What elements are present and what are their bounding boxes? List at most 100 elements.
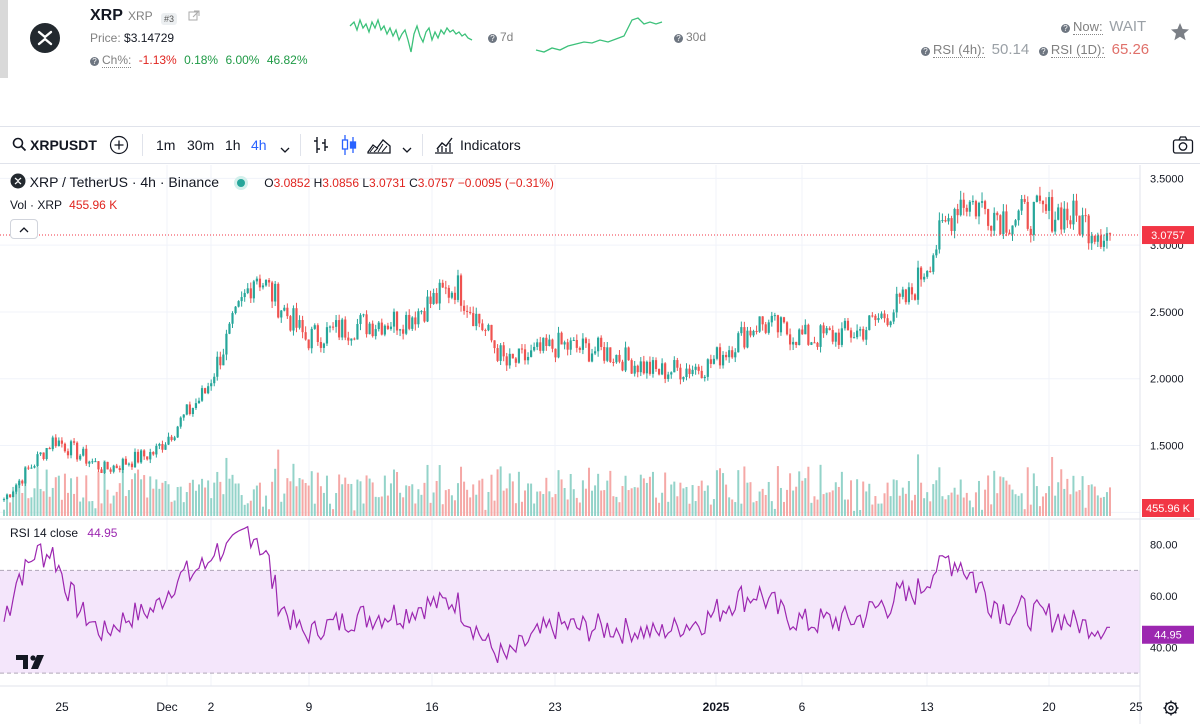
rsi-summary: ? RSI (4h): 50.14 ? RSI (1D): 65.26 bbox=[921, 41, 1149, 58]
price-line: Price: $3.14729 bbox=[90, 31, 174, 45]
volume-bar bbox=[365, 475, 368, 516]
volume-bar bbox=[481, 478, 484, 516]
time-tick-label: 2025 bbox=[703, 700, 730, 714]
volume-bar bbox=[728, 497, 731, 516]
interval-1m[interactable]: 1m bbox=[156, 137, 176, 153]
candle-body bbox=[578, 347, 581, 350]
candle-body bbox=[752, 330, 755, 336]
volume-bar bbox=[618, 502, 621, 516]
volume-bar bbox=[350, 483, 353, 516]
spark-7d-label: ? 7d bbox=[488, 30, 513, 44]
volume-bar bbox=[496, 469, 499, 516]
external-link-icon[interactable] bbox=[188, 9, 200, 27]
candle-body bbox=[624, 347, 627, 371]
volume-bar bbox=[66, 492, 69, 516]
volume-bar bbox=[603, 490, 606, 516]
volume-bar bbox=[1051, 456, 1054, 516]
volume-bar bbox=[286, 478, 289, 516]
legend-title: XRP / TetherUS · 4h · Binance bbox=[29, 174, 219, 190]
volume-bar bbox=[127, 490, 130, 516]
candle-body bbox=[1005, 211, 1008, 233]
volume-bar bbox=[310, 471, 313, 516]
search-icon[interactable] bbox=[12, 137, 27, 157]
volume-bar bbox=[914, 494, 917, 516]
candle-body bbox=[700, 370, 703, 379]
candle-body bbox=[597, 337, 600, 352]
candle-body bbox=[895, 293, 898, 313]
camera-icon[interactable] bbox=[1172, 135, 1194, 160]
change-24h: 0.18% bbox=[184, 53, 219, 67]
bar-style-icon[interactable] bbox=[312, 135, 330, 160]
volume-bar bbox=[73, 493, 76, 516]
candle-body bbox=[85, 448, 88, 464]
interval-30m[interactable]: 30m bbox=[187, 137, 215, 153]
candle-body bbox=[487, 324, 490, 331]
volume-bar bbox=[834, 482, 837, 516]
volume-bar bbox=[21, 493, 24, 516]
volume-bar bbox=[389, 483, 392, 516]
star-icon[interactable] bbox=[1170, 22, 1190, 47]
collapse-legend-button[interactable] bbox=[10, 219, 38, 239]
volume-bar bbox=[962, 497, 965, 516]
volume-bar bbox=[164, 481, 167, 516]
interval-1h[interactable]: 1h bbox=[225, 137, 241, 153]
indicators-button[interactable]: Indicators bbox=[460, 137, 521, 153]
candle-body bbox=[676, 360, 679, 368]
candle-body bbox=[682, 377, 685, 380]
candle-body bbox=[968, 201, 971, 212]
candle-body bbox=[1090, 235, 1093, 244]
volume-bar bbox=[633, 487, 636, 516]
rank-badge-text: #3 bbox=[161, 13, 178, 25]
time-tick-label: 13 bbox=[920, 700, 934, 714]
area-icon[interactable] bbox=[367, 136, 391, 159]
candle-body bbox=[615, 354, 618, 363]
spark-30d-label-text: 30d bbox=[686, 30, 707, 44]
price-tick-label: 2.0000 bbox=[1150, 374, 1184, 386]
volume-bar bbox=[752, 502, 755, 516]
candle-body bbox=[536, 342, 539, 347]
volume-bar bbox=[1035, 486, 1038, 516]
volume-bar bbox=[15, 483, 18, 516]
symbol-search-button[interactable]: XRPUSDT bbox=[30, 137, 97, 153]
volume-bar bbox=[246, 503, 249, 516]
add-compare-icon[interactable] bbox=[109, 135, 129, 160]
candle-body bbox=[140, 450, 143, 463]
main-legend: XRP / TetherUS · 4h · Binance O3.0852 H3… bbox=[10, 173, 554, 190]
candle-body bbox=[228, 323, 231, 334]
volume-bar bbox=[70, 478, 73, 516]
volume-bar bbox=[472, 484, 475, 516]
candle-body bbox=[24, 467, 27, 484]
volume-bar bbox=[953, 487, 956, 516]
candle-body bbox=[907, 287, 911, 303]
indicators-icon[interactable] bbox=[434, 135, 454, 160]
volume-bar bbox=[910, 500, 913, 516]
candles-icon[interactable] bbox=[340, 134, 358, 161]
settings-icon[interactable] bbox=[1163, 700, 1179, 721]
volume-bar bbox=[880, 503, 883, 516]
volume-bar bbox=[712, 499, 715, 516]
volume-bar bbox=[569, 473, 572, 516]
candle-body bbox=[728, 350, 731, 358]
candle-body bbox=[868, 315, 871, 331]
xrp-legend-icon bbox=[10, 173, 26, 189]
rsi-value-badge-bg bbox=[1142, 625, 1194, 644]
chevron-down-icon[interactable] bbox=[280, 141, 290, 159]
volume-bar bbox=[505, 488, 508, 516]
volume-bar bbox=[1060, 469, 1063, 516]
candle-body bbox=[1108, 233, 1112, 235]
volume-bar bbox=[898, 495, 901, 516]
candle-body bbox=[1060, 207, 1063, 230]
volume-bar bbox=[228, 478, 231, 516]
chevron-down-icon[interactable] bbox=[402, 141, 412, 159]
candle-body bbox=[459, 275, 463, 306]
volume-bar bbox=[1109, 487, 1111, 516]
tradingview-logo[interactable] bbox=[14, 650, 48, 674]
interval-4h[interactable]: 4h bbox=[251, 137, 267, 153]
candle-body bbox=[45, 447, 48, 460]
volume-bar bbox=[45, 469, 48, 516]
candle-body bbox=[389, 326, 393, 329]
volume-bar bbox=[645, 482, 648, 516]
volume-bar bbox=[456, 483, 459, 516]
candle-body bbox=[807, 324, 810, 345]
